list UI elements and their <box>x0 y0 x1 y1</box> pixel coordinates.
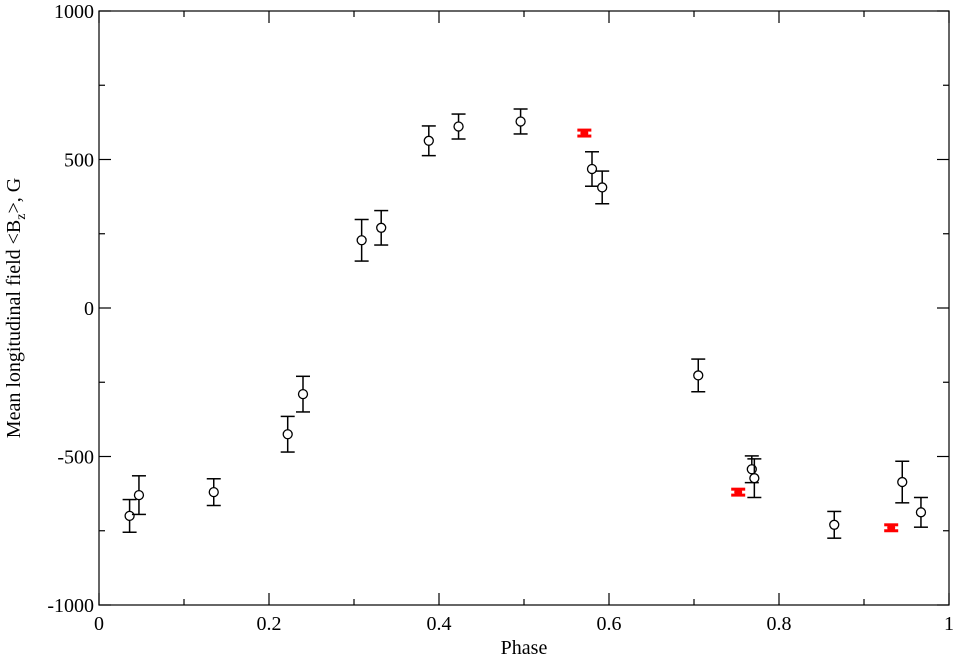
data-point <box>206 478 221 507</box>
ticks-layer: 0 0.2 0.4 0.6 0.8 1 -1000 -500 0 500 1000 <box>47 1 954 635</box>
x-tick-label: 1 <box>944 613 954 635</box>
marker-open <box>829 519 840 530</box>
marker-open <box>693 370 704 381</box>
y-tick-label: 500 <box>64 150 94 172</box>
y-axis-label: Mean longitudinal field <Bz>, G <box>3 178 29 438</box>
data-point <box>374 209 389 246</box>
x-tick-label: 0.6 <box>597 613 622 635</box>
marker-filled <box>734 488 743 497</box>
y-axis-label-prefix: Mean longitudinal field <B <box>3 220 25 438</box>
data-point <box>913 496 928 528</box>
y-axis-label-suffix: >, G <box>3 178 25 214</box>
marker-open <box>586 163 598 175</box>
y-tick-label: -1000 <box>47 595 94 617</box>
marker-open <box>515 116 526 127</box>
y-tick-label: -500 <box>57 447 94 469</box>
y-tick-label: 1000 <box>54 1 94 23</box>
marker-open <box>597 182 608 193</box>
data-point <box>296 375 310 413</box>
x-axis-label: Phase <box>501 637 548 659</box>
x-tick-label: 0.2 <box>257 613 282 635</box>
marker-open <box>297 388 309 400</box>
points-layer <box>122 108 928 539</box>
data-point <box>131 475 146 516</box>
data-point <box>122 498 137 533</box>
data-point <box>577 128 592 138</box>
data-point <box>513 108 528 135</box>
data-point <box>884 523 899 533</box>
marker-open <box>423 135 434 146</box>
marker-open <box>133 489 145 501</box>
data-point <box>585 151 599 187</box>
data-point <box>731 487 746 497</box>
data-point <box>280 415 295 453</box>
x-tick-label: 0 <box>94 613 104 635</box>
data-point <box>691 358 706 393</box>
x-tick-label: 0.8 <box>767 613 792 635</box>
data-point <box>595 170 610 205</box>
data-point <box>421 125 436 157</box>
y-tick-label: 0 <box>84 298 94 320</box>
marker-open <box>356 235 367 246</box>
x-tick-label: 0.4 <box>427 613 452 635</box>
data-point <box>827 510 842 539</box>
marker-open <box>453 121 464 132</box>
data-point <box>747 458 762 499</box>
data-point <box>451 113 466 140</box>
marker-open <box>915 507 927 518</box>
plot-frame <box>98 10 950 606</box>
marker-open <box>208 486 219 498</box>
marker-open <box>376 222 387 233</box>
marker-filled <box>887 523 896 532</box>
marker-open <box>897 476 908 488</box>
marker-open <box>282 429 293 440</box>
marker-open <box>749 473 760 484</box>
data-point <box>354 218 369 262</box>
y-axis-label-subscript: z <box>14 214 29 220</box>
marker-filled <box>580 129 589 138</box>
marker-open <box>124 510 135 522</box>
data-point <box>895 460 910 504</box>
